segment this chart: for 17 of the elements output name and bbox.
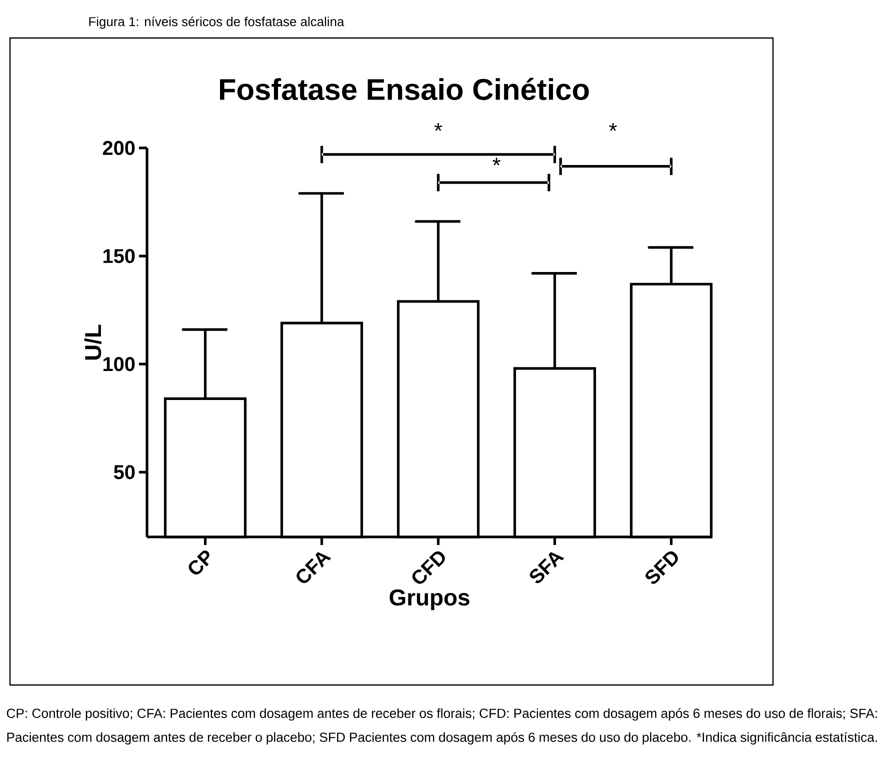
x-axis-title: Grupos (390, 589, 470, 610)
x-tick-label: SFA (530, 552, 564, 584)
text: CP: Controle positivo; CFA: Pacientes com dosagem antes de receber os florais; CFD: Pacientes com dosagem após 6 meses do uso de florais; SFA: Pacientes com dosagem antes de receber o placebo; SFD Pacientes com dosagem após 6 meses do uso do placebo. *Indica significância estatística. (6, 708, 877, 745)
x-tick-label: CFA (296, 552, 332, 584)
y-tick-label: 50 (114, 465, 135, 480)
y-axis-title: U/L (84, 324, 102, 360)
x-tick-label: CFD (412, 551, 445, 584)
chart-title: Fosfatase Ensaio Cinético (220, 78, 589, 100)
text: * (609, 123, 617, 131)
y-tick-label: 100 (103, 357, 135, 372)
text: Figura 1: níveis séricos de fosfatase alcalina (89, 16, 344, 29)
x-tick-label: CP (188, 550, 210, 574)
x-tick-label: SFD (646, 551, 678, 584)
y-tick-label: 150 (103, 248, 135, 264)
annotation: * (492, 158, 500, 166)
y-tick-label: 200 (102, 140, 135, 156)
text: * (434, 123, 442, 131)
